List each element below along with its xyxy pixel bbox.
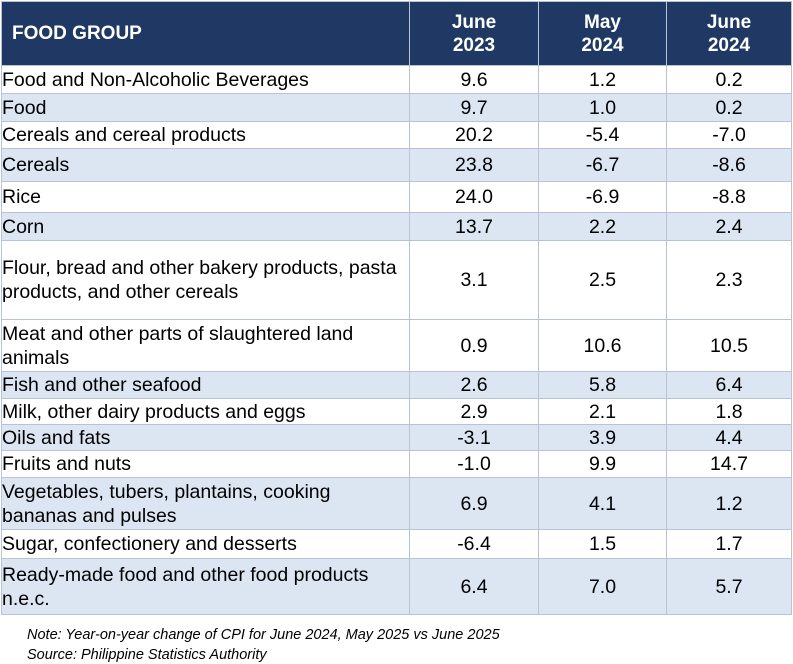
table-row: Meat and other parts of slaughtered land… (1, 319, 792, 372)
cell-june-2024: 4.4 (666, 424, 792, 451)
row-label: Rice (1, 181, 410, 213)
cell-june-2023: 9.7 (409, 93, 539, 122)
cell-june-2023: 23.8 (409, 148, 539, 182)
row-label: Oils and fats (1, 424, 410, 451)
cell-june-2024: 0.2 (666, 65, 792, 94)
cell-june-2024: 1.2 (666, 477, 792, 530)
cell-may-2024: -6.7 (538, 148, 667, 182)
header-june-2023: June 2023 (409, 1, 539, 66)
table-source: Source: Philippine Statistics Authority (27, 647, 267, 663)
table-row: Ready-made food and other food products … (1, 558, 792, 615)
cell-may-2024: -6.9 (538, 181, 667, 213)
cell-june-2023: 2.9 (409, 398, 539, 425)
row-label: Flour, bread and other bakery products, … (1, 240, 410, 320)
table-row: Rice 24.0 -6.9 -8.8 (1, 181, 792, 213)
table-row: Fish and other seafood 2.6 5.8 6.4 (1, 371, 792, 399)
table-row: Sugar, confectionery and desserts -6.4 1… (1, 529, 792, 559)
cell-june-2023: 0.9 (409, 319, 539, 372)
header-june-2023-year: 2023 (452, 34, 496, 56)
cell-june-2023: 6.9 (409, 477, 539, 530)
row-label: Vegetables, tubers, plantains, cooking b… (1, 477, 410, 530)
row-label: Cereals (1, 148, 410, 182)
cell-june-2024: 2.4 (666, 212, 792, 241)
cell-june-2024: -7.0 (666, 121, 792, 149)
table-row: Flour, bread and other bakery products, … (1, 240, 792, 320)
row-label: Cereals and cereal products (1, 121, 410, 149)
table-row: Milk, other dairy products and eggs 2.9 … (1, 398, 792, 425)
cell-may-2024: 2.2 (538, 212, 667, 241)
cell-may-2024: -5.4 (538, 121, 667, 149)
header-june-2024: June 2024 (666, 1, 792, 66)
cell-june-2023: -6.4 (409, 529, 539, 559)
cell-june-2023: 3.1 (409, 240, 539, 320)
row-label: Meat and other parts of slaughtered land… (1, 319, 410, 372)
cell-june-2023: -1.0 (409, 450, 539, 478)
cell-may-2024: 7.0 (538, 558, 667, 615)
cell-june-2024: 1.7 (666, 529, 792, 559)
row-label: Ready-made food and other food products … (1, 558, 410, 615)
cell-june-2023: 9.6 (409, 65, 539, 94)
cell-june-2023: 2.6 (409, 371, 539, 399)
cell-may-2024: 1.0 (538, 93, 667, 122)
header-june-2024-month: June (706, 11, 752, 33)
header-may-2024-month: May (584, 11, 621, 33)
cpi-food-table: FOOD GROUP June 2023 May 2024 June 2024 Foo… (1, 1, 792, 615)
cell-june-2024: -8.8 (666, 181, 792, 213)
table-note: Note: Year-on-year change of CPI for Jun… (27, 627, 500, 643)
row-label: Fruits and nuts (1, 450, 410, 478)
cell-may-2024: 10.6 (538, 319, 667, 372)
header-may-2024-year: 2024 (581, 34, 624, 56)
cell-june-2023: 20.2 (409, 121, 539, 149)
cell-june-2024: 10.5 (666, 319, 792, 372)
cell-may-2024: 1.2 (538, 65, 667, 94)
cell-june-2024: 1.8 (666, 398, 792, 425)
table-row: Food and Non-Alcoholic Beverages 9.6 1.2… (1, 65, 792, 94)
cell-june-2023: 6.4 (409, 558, 539, 615)
cell-may-2024: 2.1 (538, 398, 667, 425)
cell-june-2023: 13.7 (409, 212, 539, 241)
table-row: Food 9.7 1.0 0.2 (1, 93, 792, 122)
cell-may-2024: 5.8 (538, 371, 667, 399)
cell-may-2024: 9.9 (538, 450, 667, 478)
cell-may-2024: 4.1 (538, 477, 667, 530)
cell-june-2024: 0.2 (666, 93, 792, 122)
cell-june-2024: 2.3 (666, 240, 792, 320)
cell-june-2024: 14.7 (666, 450, 792, 478)
header-may-2024: May 2024 (538, 1, 667, 66)
row-label: Sugar, confectionery and desserts (1, 529, 410, 559)
row-label: Fish and other seafood (1, 371, 410, 399)
cell-june-2023: -3.1 (409, 424, 539, 451)
header-row: FOOD GROUP June 2023 May 2024 June 2024 (1, 1, 792, 66)
table-row: Cereals and cereal products 20.2 -5.4 -7… (1, 121, 792, 149)
row-label: Food (1, 93, 410, 122)
cell-may-2024: 1.5 (538, 529, 667, 559)
table-row: Corn 13.7 2.2 2.4 (1, 212, 792, 241)
row-label: Food and Non-Alcoholic Beverages (1, 65, 410, 94)
cell-june-2024: -8.6 (666, 148, 792, 182)
cell-june-2023: 24.0 (409, 181, 539, 213)
row-label: Corn (1, 212, 410, 241)
header-june-2024-year: 2024 (707, 34, 751, 56)
table-row: Vegetables, tubers, plantains, cooking b… (1, 477, 792, 530)
table-row: Fruits and nuts -1.0 9.9 14.7 (1, 450, 792, 478)
header-june-2023-month: June (451, 11, 497, 33)
table-row: Cereals 23.8 -6.7 -8.6 (1, 148, 792, 182)
row-label: Milk, other dairy products and eggs (1, 398, 410, 425)
table-row: Oils and fats -3.1 3.9 4.4 (1, 424, 792, 451)
header-food-group-text: FOOD GROUP (12, 23, 142, 44)
cell-may-2024: 2.5 (538, 240, 667, 320)
cell-june-2024: 5.7 (666, 558, 792, 615)
cell-june-2024: 6.4 (666, 371, 792, 399)
header-food-group: FOOD GROUP (1, 1, 410, 66)
cell-may-2024: 3.9 (538, 424, 667, 451)
